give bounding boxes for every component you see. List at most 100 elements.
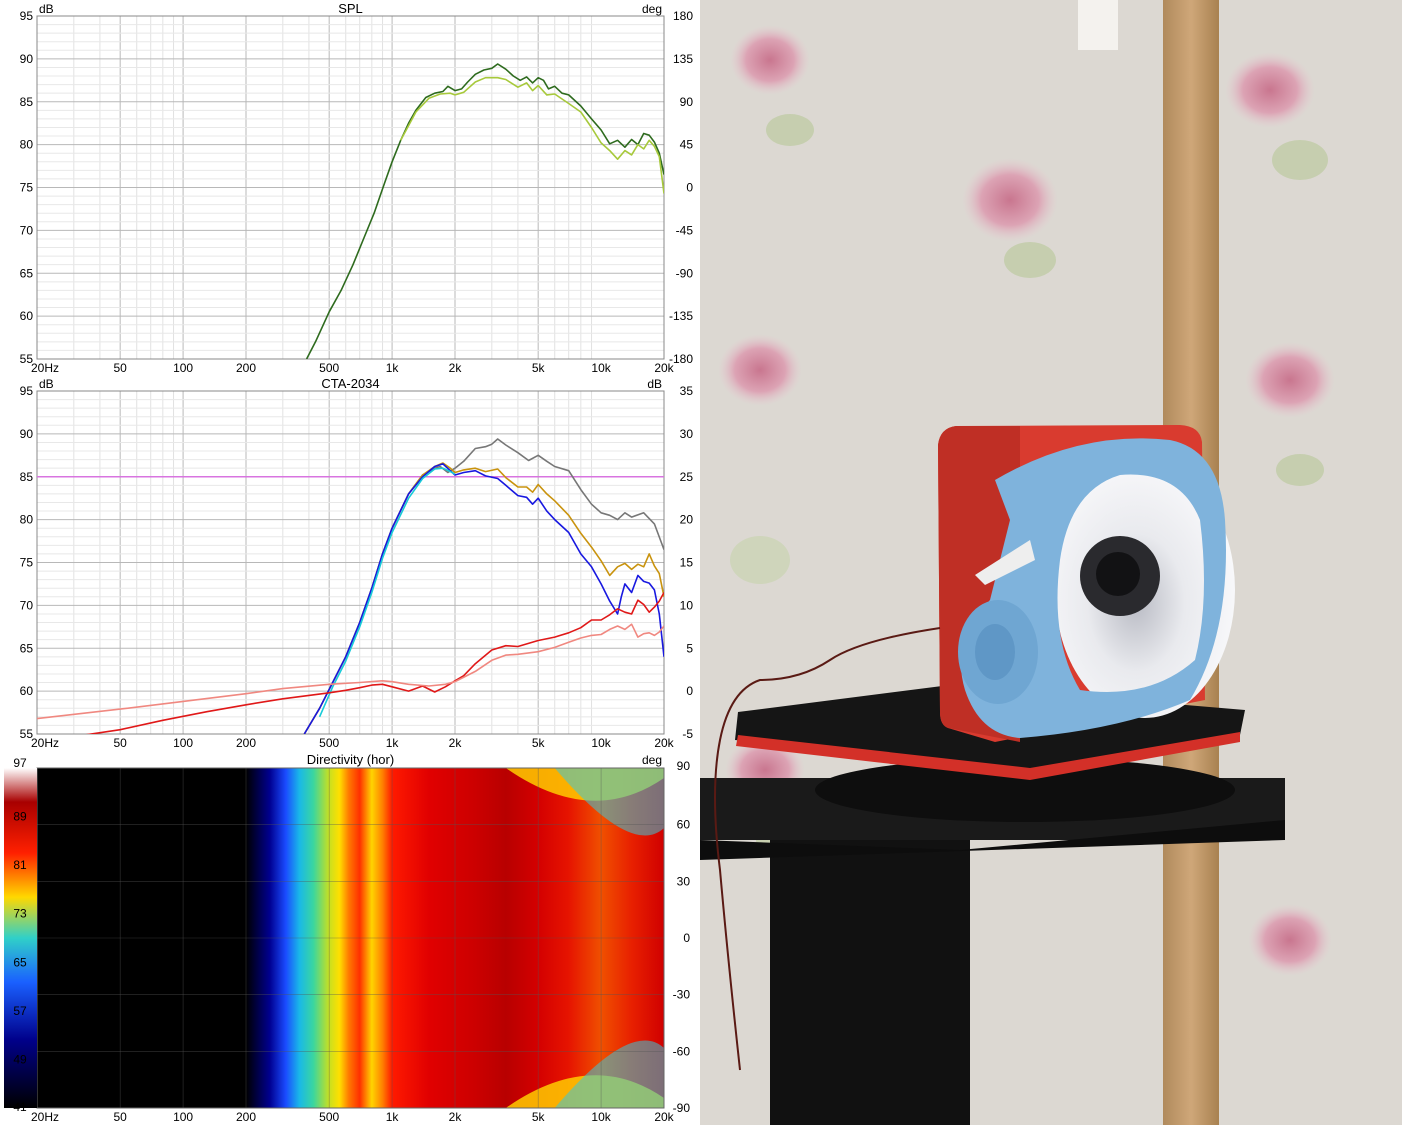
series-line-1 xyxy=(303,462,664,734)
charts-svg: SPL dB deg 95 180 90 135 85 90 80 45 75 0 70 -45 65 -90 6… xyxy=(4,1,694,1124)
cable xyxy=(714,627,941,1071)
y-tick-label: 65 xyxy=(20,641,34,655)
chart-title: SPL xyxy=(338,1,363,16)
x-tick-label: 20Hz xyxy=(31,736,59,750)
cta-2034-chart: CTA-2034 dB dB 95 35 90 30 85 25 80 20 75 15 70 10 65 5 6… xyxy=(20,376,694,750)
y2-tick-label: -180 xyxy=(669,352,693,366)
x-tick-label: 5k xyxy=(532,736,546,750)
chart-title: CTA-2034 xyxy=(321,376,379,391)
y-tick-label: 75 xyxy=(20,181,34,195)
x-tick-label: 5k xyxy=(532,361,546,375)
y2-tick-label: 0 xyxy=(686,181,693,195)
colorbar xyxy=(4,768,37,1108)
colorbar-tick-label: 97 xyxy=(13,756,27,770)
x-tick-label: 200 xyxy=(236,736,256,750)
x-tick-label: 20k xyxy=(654,361,674,375)
y-tick-label: 95 xyxy=(20,384,34,398)
x-tick-label: 200 xyxy=(236,361,256,375)
y-tick-label: -30 xyxy=(673,988,691,1002)
x-tick-label: 20k xyxy=(654,736,674,750)
x-tick-label: 2k xyxy=(449,736,463,750)
x-tick-label: 20Hz xyxy=(31,1110,59,1124)
y-tick-label: 85 xyxy=(20,95,34,109)
colorbar-tick-label: 73 xyxy=(13,907,27,921)
y-tick-label: -90 xyxy=(673,1101,691,1115)
x-tick-label: 1k xyxy=(386,361,400,375)
y-tick-label: 90 xyxy=(20,427,34,441)
y2-tick-label: 15 xyxy=(680,556,694,570)
measurement-charts: SPL dB deg 95 180 90 135 85 90 80 45 75 0 70 -45 65 -90 6… xyxy=(0,0,700,1125)
x-tick-label: 100 xyxy=(173,361,193,375)
x-tick-label: 1k xyxy=(386,736,400,750)
x-tick-label: 500 xyxy=(319,1110,339,1124)
colorbar-tick-label: 89 xyxy=(13,810,27,824)
wall-hook xyxy=(1078,0,1118,50)
y-tick-label: 90 xyxy=(20,52,34,66)
x-tick-label: 100 xyxy=(173,1110,193,1124)
y2-tick-label: 180 xyxy=(673,9,693,23)
x-tick-label: 10k xyxy=(591,361,611,375)
x-tick-label: 200 xyxy=(236,1110,256,1124)
series-line-0 xyxy=(305,63,664,359)
x-tick-label: 100 xyxy=(173,736,193,750)
y-axis-label: deg xyxy=(642,753,662,767)
stand-column xyxy=(770,830,970,1125)
series-line-2 xyxy=(303,463,664,734)
y-tick-label: 65 xyxy=(20,266,34,280)
y2-tick-label: 135 xyxy=(673,52,693,66)
y-tick-label: 60 xyxy=(677,818,691,832)
directivity-chart: 97 89 81 73 65 57 49 41 90 60 30 0 -30 -60 -90 Directiv… xyxy=(4,752,690,1124)
series-group xyxy=(37,438,664,734)
x-tick-label: 50 xyxy=(113,1110,127,1124)
series-group xyxy=(305,63,664,359)
y2-tick-label: 10 xyxy=(680,598,694,612)
x-tick-label: 20k xyxy=(654,1110,674,1124)
y2-tick-label: 25 xyxy=(680,470,694,484)
y-tick-label: 95 xyxy=(20,9,34,23)
x-tick-label: 50 xyxy=(113,361,127,375)
y-tick-label: 80 xyxy=(20,138,34,152)
y2-axis-label: dB xyxy=(647,377,662,391)
y-tick-label: 55 xyxy=(20,352,34,366)
y-tick-label: 70 xyxy=(20,223,34,237)
series-line-1 xyxy=(399,76,664,194)
y-tick-label: -60 xyxy=(673,1044,691,1058)
series-line-0 xyxy=(303,438,664,734)
x-tick-label: 10k xyxy=(591,736,611,750)
y-tick-label: 80 xyxy=(20,513,34,527)
turntable xyxy=(815,758,1235,822)
spl-chart: SPL dB deg 95 180 90 135 85 90 80 45 75 0 70 -45 65 -90 6… xyxy=(20,1,694,375)
x-tick-label: 10k xyxy=(591,1110,611,1124)
x-tick-label: 5k xyxy=(532,1110,546,1124)
x-tick-label: 20Hz xyxy=(31,361,59,375)
y2-tick-label: 30 xyxy=(680,427,694,441)
colorbar-tick-label: 65 xyxy=(13,955,27,969)
x-tick-label: 500 xyxy=(319,361,339,375)
colorbar-tick-label: 49 xyxy=(13,1052,27,1066)
colorbar-tick-label: 57 xyxy=(13,1004,27,1018)
y2-tick-label: -135 xyxy=(669,309,693,323)
y-tick-label: 70 xyxy=(20,598,34,612)
x-tick-label: 2k xyxy=(449,361,463,375)
y2-tick-label: 20 xyxy=(680,513,694,527)
y2-tick-label: -5 xyxy=(682,727,693,741)
colorbar-tick-label: 81 xyxy=(13,858,27,872)
y2-tick-label: 0 xyxy=(686,684,693,698)
y-tick-label: 90 xyxy=(677,759,691,773)
x-tick-label: 2k xyxy=(449,1110,463,1124)
y2-tick-label: -90 xyxy=(676,266,694,280)
y-tick-label: 75 xyxy=(20,556,34,570)
y2-tick-label: 5 xyxy=(686,641,693,655)
series-line-3 xyxy=(318,467,456,718)
plot-frame xyxy=(36,390,665,735)
x-tick-label: 50 xyxy=(113,736,127,750)
heatmap-grid xyxy=(36,768,665,1108)
series-line-4 xyxy=(85,592,664,734)
speaker-photo xyxy=(700,0,1402,1125)
y-tick-label: 85 xyxy=(20,470,34,484)
y2-tick-label: 90 xyxy=(680,95,694,109)
y2-axis-label: deg xyxy=(642,2,662,16)
chart-title: Directivity (hor) xyxy=(307,752,394,767)
y-tick-label: 30 xyxy=(677,874,691,888)
y-tick-label: 60 xyxy=(20,684,34,698)
